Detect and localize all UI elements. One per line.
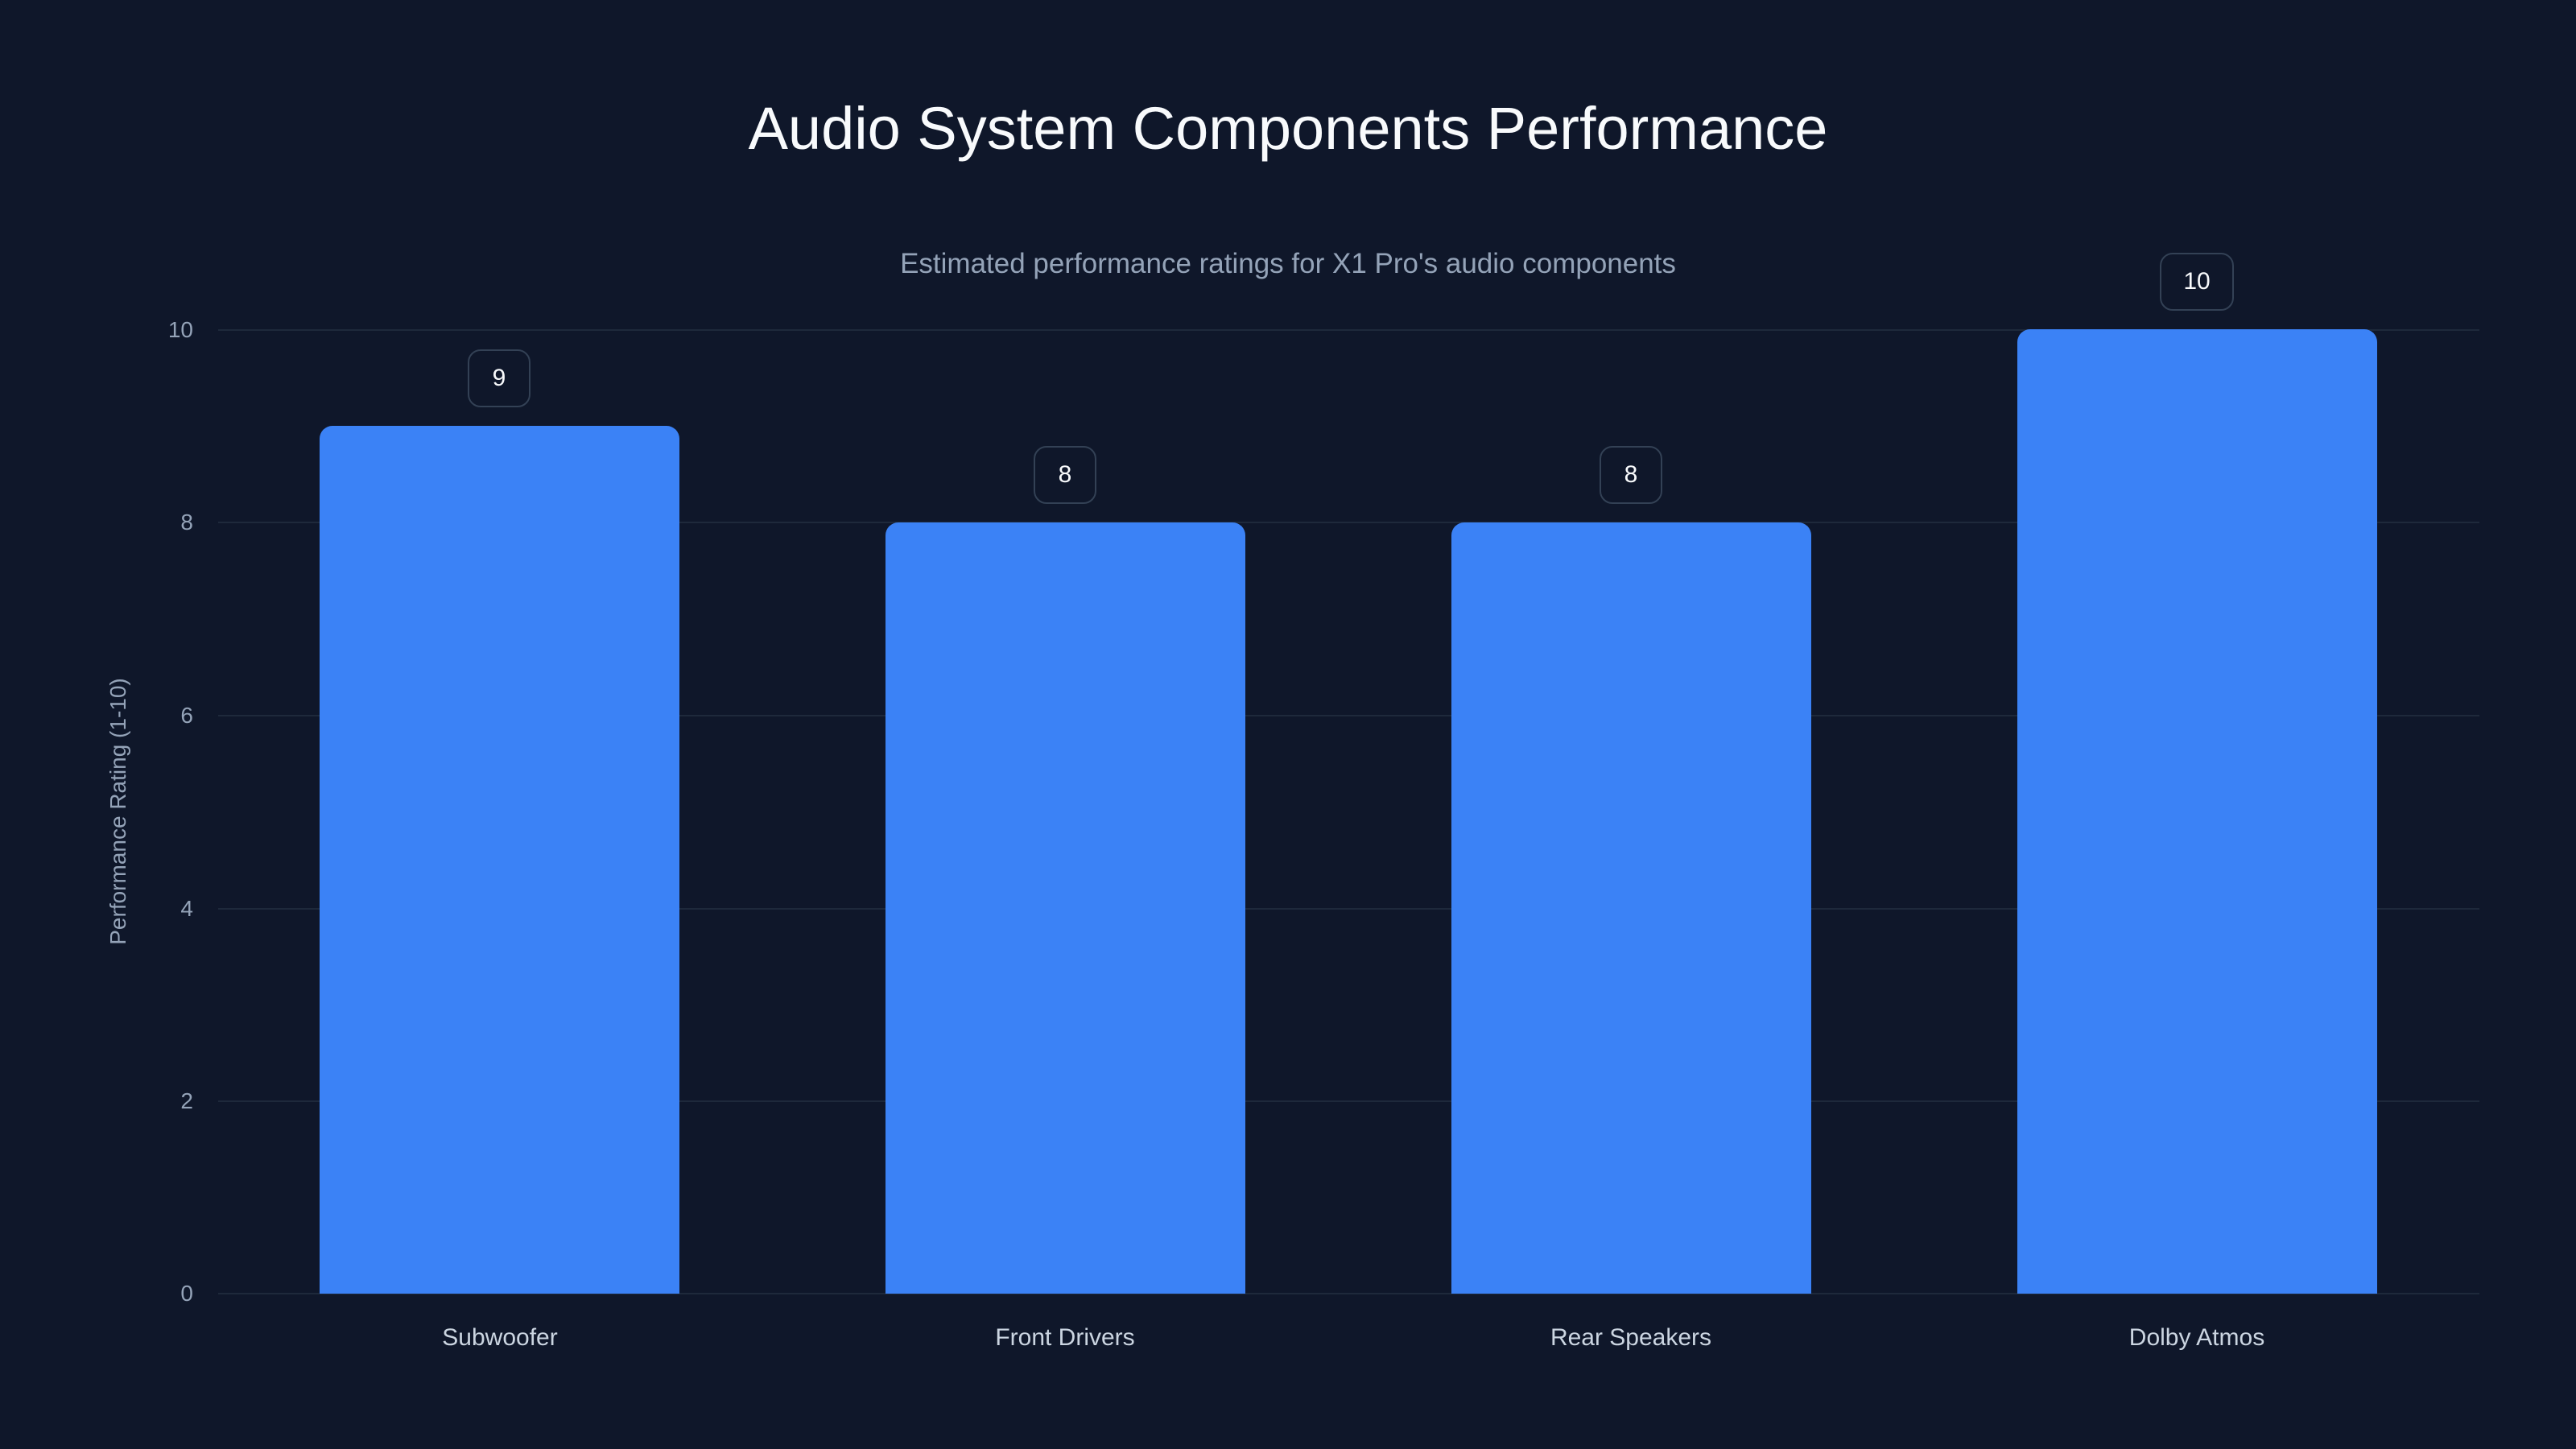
value-label-rear-speakers: 8 <box>1600 446 1662 504</box>
chart-subtitle: Estimated performance ratings for X1 Pro… <box>900 248 1676 279</box>
gridline-4 <box>218 908 2479 910</box>
bar-rear-speakers <box>1451 522 1811 1294</box>
bar-subwoofer <box>320 426 679 1294</box>
gridline-8 <box>218 522 2479 523</box>
y-tick-10: 10 <box>167 317 193 342</box>
bar-dolby-atmos <box>2017 329 2377 1294</box>
y-tick-0: 0 <box>180 1281 193 1306</box>
bar-front-drivers <box>886 522 1245 1294</box>
y-tick-8: 8 <box>180 510 193 535</box>
x-label-rear-speakers: Rear Speakers <box>1550 1324 1712 1351</box>
y-tick-4: 4 <box>180 896 193 921</box>
y-tick-2: 2 <box>180 1088 193 1113</box>
gridline-0 <box>218 1293 2479 1294</box>
value-label-front-drivers: 8 <box>1034 446 1096 504</box>
y-tick-6: 6 <box>180 703 193 728</box>
gridline-6 <box>218 715 2479 716</box>
x-label-subwoofer: Subwoofer <box>442 1324 558 1351</box>
gridline-2 <box>218 1100 2479 1102</box>
chart-title: Audio System Components Performance <box>748 95 1828 162</box>
gridline-10 <box>218 329 2479 331</box>
value-label-subwoofer: 9 <box>468 349 530 407</box>
x-label-dolby-atmos: Dolby Atmos <box>2128 1324 2265 1351</box>
value-label-dolby-atmos: 10 <box>2160 253 2234 311</box>
x-label-front-drivers: Front Drivers <box>995 1324 1135 1351</box>
